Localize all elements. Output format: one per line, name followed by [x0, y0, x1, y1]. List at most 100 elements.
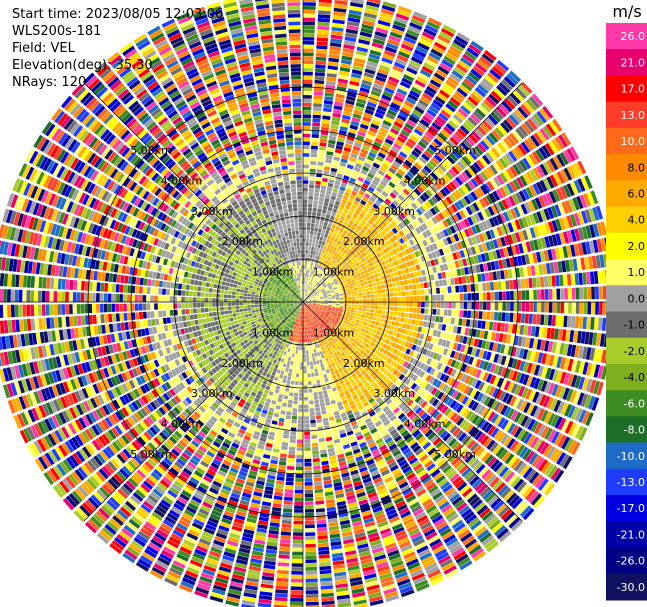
ppi-gate	[306, 330, 309, 335]
ppi-gate	[314, 255, 318, 260]
ppi-gate	[588, 332, 594, 345]
ppi-gate	[440, 302, 445, 309]
ppi-gate	[361, 285, 366, 289]
ppi-gate	[323, 259, 327, 264]
ppi-gate	[559, 371, 567, 384]
ppi-gate	[539, 179, 548, 192]
ppi-gate	[385, 371, 392, 378]
ppi-gate	[379, 244, 386, 250]
ppi-gate	[358, 90, 369, 97]
ppi-gate	[490, 292, 495, 301]
ppi-gate	[418, 99, 429, 108]
ppi-gate	[514, 146, 524, 158]
ppi-gate	[312, 299, 317, 301]
ppi-gate	[351, 190, 358, 197]
ppi-gate	[314, 293, 319, 296]
ppi-gate	[332, 208, 338, 213]
ppi-gate	[445, 217, 453, 226]
ppi-gate	[324, 296, 328, 299]
ppi-gate	[550, 328, 555, 340]
ppi-gate	[327, 284, 332, 288]
ppi-gate	[335, 234, 341, 240]
ppi-gate	[515, 192, 523, 204]
ppi-gate	[398, 391, 405, 399]
ppi-gate	[555, 342, 561, 354]
ppi-gate	[472, 329, 477, 337]
ppi-gate	[409, 365, 416, 372]
ppi-gate	[339, 392, 345, 398]
ppi-gate	[517, 428, 526, 441]
ppi-gate	[511, 346, 517, 357]
ppi-gate	[343, 377, 349, 383]
ppi-gate	[307, 305, 311, 308]
ppi-gate	[489, 352, 496, 362]
ppi-gate	[557, 401, 565, 414]
ppi-gate	[395, 350, 402, 357]
ppi-gate	[322, 417, 329, 423]
ppi-gate	[389, 287, 394, 293]
ppi-gate	[463, 302, 468, 310]
ppi-gate	[366, 323, 371, 327]
ppi-gate	[486, 262, 492, 271]
ppi-gate	[334, 267, 339, 272]
ppi-gate	[342, 476, 351, 482]
ppi-gate	[364, 573, 377, 580]
ppi-gate	[476, 159, 485, 170]
ppi-gate	[328, 416, 335, 421]
ppi-gate	[311, 219, 316, 224]
ppi-gate	[318, 550, 330, 555]
ppi-gate	[303, 222, 307, 227]
ppi-gate	[355, 388, 361, 394]
ppi-gate	[306, 269, 308, 274]
ppi-gate	[346, 454, 354, 461]
ppi-gate	[441, 561, 455, 572]
ppi-gate	[345, 313, 350, 317]
ppi-gate	[345, 139, 354, 145]
ppi-gate	[396, 215, 403, 222]
ppi-gate	[541, 461, 552, 474]
ppi-gate	[351, 473, 360, 479]
ppi-gate	[348, 9, 362, 16]
ppi-gate	[533, 132, 544, 145]
ppi-gate	[303, 13, 316, 18]
ppi-gate	[415, 433, 424, 441]
ppi-gate	[546, 159, 556, 173]
ppi-gate	[335, 381, 340, 387]
ppi-gate	[293, 400, 298, 405]
ppi-gate	[390, 297, 394, 302]
ppi-gate	[316, 264, 320, 269]
ppi-gate	[395, 197, 402, 204]
ppi-gate	[323, 170, 330, 175]
ppi-gate	[380, 98, 390, 105]
ppi-gate	[303, 338, 306, 343]
ppi-gate	[443, 507, 455, 517]
ppi-gate	[317, 278, 321, 283]
ppi-gate	[323, 315, 328, 319]
ppi-gate	[353, 166, 361, 173]
ppi-gate	[308, 281, 311, 286]
ppi-gate	[327, 307, 332, 310]
ppi-gate	[377, 313, 382, 318]
ppi-gate	[375, 108, 386, 116]
ppi-gate	[600, 221, 606, 236]
ppi-gate	[308, 350, 312, 354]
ppi-gate	[318, 334, 322, 339]
ppi-gate	[352, 222, 358, 228]
ppi-gate	[335, 263, 340, 268]
ppi-gate	[411, 191, 419, 199]
ppi-gate	[286, 407, 292, 412]
ppi-gate	[541, 366, 548, 378]
ppi-gate	[318, 330, 322, 335]
ppi-gate	[320, 581, 333, 586]
ppi-gate	[470, 40, 484, 52]
ppi-gate	[332, 112, 341, 118]
ppi-gate	[435, 135, 446, 144]
ppi-gate	[377, 169, 385, 177]
ppi-gate	[318, 339, 322, 344]
ppi-gate	[314, 292, 318, 295]
ppi-gate	[342, 386, 348, 392]
ppi-gate	[346, 278, 351, 282]
ppi-gate	[454, 361, 461, 369]
ppi-gate	[550, 205, 558, 218]
ppi-gate	[395, 343, 401, 350]
